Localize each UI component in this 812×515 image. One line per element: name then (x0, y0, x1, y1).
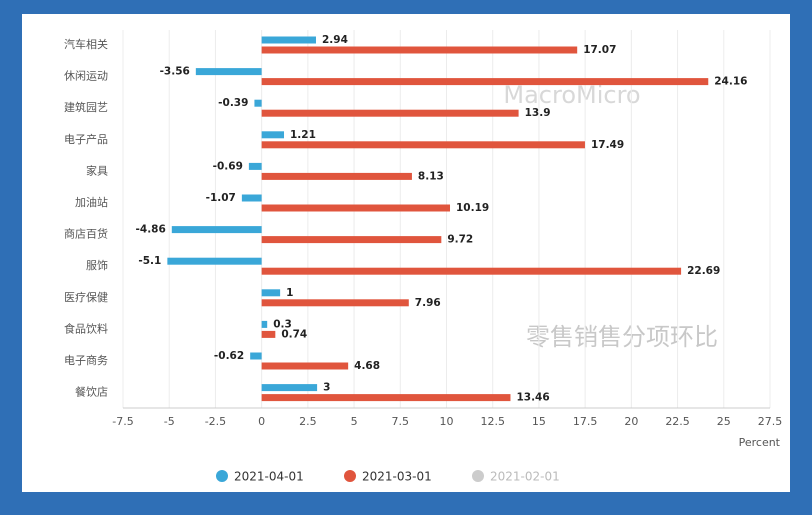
value-label: -3.56 (160, 66, 190, 78)
bar (261, 78, 709, 86)
x-tick-label: 10 (440, 415, 454, 428)
value-label: -0.69 (213, 160, 243, 172)
x-tick-label: 0 (258, 415, 265, 428)
bar (261, 384, 318, 392)
value-label: 4.68 (354, 360, 380, 372)
value-label: 17.49 (591, 139, 624, 151)
legend-label: 2021-03-01 (362, 470, 432, 484)
value-label: 1 (286, 287, 293, 299)
bar (261, 267, 682, 275)
value-label: 0.3 (273, 318, 292, 330)
value-label: 24.16 (714, 76, 747, 88)
value-label: 2.94 (322, 34, 348, 46)
value-label: -0.39 (218, 97, 248, 109)
value-label: 17.07 (583, 44, 616, 56)
x-tick-label: 22.5 (665, 415, 690, 428)
y-tick-label: 建筑园艺 (64, 100, 108, 114)
y-tick-label: 休闲运动 (64, 69, 108, 83)
x-tick-label: -2.5 (205, 415, 226, 428)
y-tick-label: 家具 (86, 163, 108, 177)
x-tick-label: 15 (532, 415, 546, 428)
value-label: 13.46 (516, 392, 549, 404)
y-tick-label: 食品饮料 (64, 321, 108, 335)
value-label: 1.21 (290, 129, 316, 141)
x-tick-label: 7.5 (392, 415, 410, 428)
bar (261, 362, 349, 370)
x-tick-label: 2.5 (299, 415, 317, 428)
bar (261, 394, 511, 402)
value-label: 7.96 (415, 297, 441, 309)
x-tick-label: -7.5 (112, 415, 133, 428)
bar (261, 299, 409, 307)
x-tick-label: 17.5 (573, 415, 598, 428)
value-label: 8.13 (418, 170, 444, 182)
bar (171, 226, 262, 234)
bar (167, 257, 262, 265)
bar (241, 194, 262, 202)
x-tick-label: 25 (717, 415, 731, 428)
value-label: 10.19 (456, 202, 489, 214)
value-label: -5.1 (138, 255, 161, 267)
y-tick-label: 服饰 (86, 258, 108, 272)
bar (261, 330, 276, 338)
bar (254, 99, 262, 107)
x-axis-label: Percent (739, 436, 781, 449)
y-tick-label: 医疗保健 (64, 290, 108, 304)
y-tick-label: 餐饮店 (75, 385, 108, 399)
panel (22, 14, 790, 492)
bar (250, 352, 262, 360)
value-label: -4.86 (136, 224, 166, 236)
legend-marker (472, 470, 484, 482)
bar (261, 320, 268, 328)
x-tick-label: -5 (164, 415, 175, 428)
y-tick-label: 电子商务 (64, 353, 108, 367)
bar (261, 204, 451, 212)
value-label: 22.69 (687, 265, 720, 277)
bar (195, 68, 262, 76)
x-tick-label: 12.5 (480, 415, 505, 428)
value-label: 9.72 (447, 234, 473, 246)
bar (261, 109, 519, 117)
bar (248, 162, 262, 170)
value-label: 3 (323, 382, 330, 394)
watermark: MacroMicro (503, 81, 640, 109)
bar (261, 289, 281, 297)
y-tick-label: 加油站 (75, 195, 108, 209)
bar (261, 131, 285, 139)
legend-marker (344, 470, 356, 482)
value-label: 13.9 (525, 107, 551, 119)
bar (261, 141, 585, 149)
y-tick-label: 电子产品 (64, 132, 108, 146)
legend-marker (216, 470, 228, 482)
y-tick-label: 汽车相关 (64, 37, 108, 51)
x-tick-label: 5 (351, 415, 358, 428)
value-label: -1.07 (206, 192, 236, 204)
bar (261, 236, 442, 244)
chart-title: 零售销售分项环比 (526, 323, 718, 351)
legend-label: 2021-02-01 (490, 470, 560, 484)
x-tick-label: 20 (624, 415, 638, 428)
x-tick-label: 27.5 (758, 415, 783, 428)
legend-label: 2021-04-01 (234, 470, 304, 484)
y-tick-label: 商店百货 (64, 227, 108, 241)
bar (261, 36, 316, 44)
bar (261, 172, 412, 180)
value-label: -0.62 (214, 350, 244, 362)
bar (261, 46, 578, 54)
value-label: 0.74 (281, 328, 307, 340)
